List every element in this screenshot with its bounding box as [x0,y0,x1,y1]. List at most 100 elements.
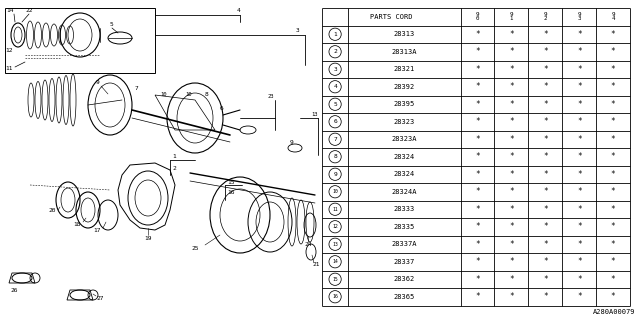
Text: 16: 16 [332,294,338,299]
Text: 21: 21 [312,262,319,268]
Text: *: * [611,65,616,74]
Text: 15: 15 [227,180,234,186]
Text: *: * [476,205,480,214]
Text: *: * [509,135,514,144]
Text: 4: 4 [237,9,241,13]
Text: *: * [543,292,548,301]
Text: *: * [577,30,582,39]
Text: *: * [476,292,480,301]
Text: 7: 7 [333,137,337,142]
Text: *: * [476,152,480,161]
Text: 5: 5 [110,22,114,28]
Text: *: * [509,205,514,214]
Text: 8: 8 [205,92,209,98]
Text: 1: 1 [333,32,337,37]
Text: *: * [577,240,582,249]
Text: *: * [509,30,514,39]
Text: 28323: 28323 [394,119,415,125]
Text: *: * [611,100,616,109]
Text: 28321: 28321 [394,66,415,72]
Text: 22: 22 [25,9,33,13]
Text: *: * [509,187,514,196]
Text: 9
3: 9 3 [577,12,581,21]
Text: 3: 3 [333,67,337,72]
Text: *: * [509,292,514,301]
Text: 13: 13 [311,113,317,117]
Text: 28323A: 28323A [392,136,417,142]
Text: 15: 15 [332,277,338,282]
Text: 23: 23 [268,94,275,100]
Text: PARTS CORD: PARTS CORD [370,14,413,20]
Text: 3: 3 [296,28,300,34]
Text: 13: 13 [332,242,338,247]
Text: 14: 14 [332,259,338,264]
Text: 28337: 28337 [394,259,415,265]
Text: *: * [577,65,582,74]
Text: 28335: 28335 [394,224,415,230]
Text: 28324A: 28324A [392,189,417,195]
Text: *: * [476,47,480,56]
Text: 28313: 28313 [394,31,415,37]
Text: *: * [509,222,514,231]
Text: *: * [611,275,616,284]
Text: *: * [476,135,480,144]
Text: 5: 5 [333,102,337,107]
Text: 4: 4 [333,84,337,89]
Text: *: * [611,187,616,196]
Text: *: * [509,65,514,74]
Text: *: * [476,170,480,179]
Text: *: * [543,30,548,39]
Text: 9
0: 9 0 [476,12,479,21]
Text: *: * [577,257,582,266]
Text: *: * [577,187,582,196]
Text: *: * [543,65,548,74]
Text: 19: 19 [144,236,152,241]
Text: 9
4: 9 4 [611,12,615,21]
Text: *: * [509,117,514,126]
Text: 12: 12 [5,47,13,52]
Text: 20: 20 [48,207,56,212]
Text: *: * [476,240,480,249]
Text: *: * [543,170,548,179]
Text: 28324: 28324 [394,154,415,160]
Text: *: * [611,240,616,249]
Text: 28392: 28392 [394,84,415,90]
Text: 28324: 28324 [394,171,415,177]
Text: *: * [543,117,548,126]
Text: 12: 12 [332,224,338,229]
Text: *: * [611,152,616,161]
Text: *: * [476,82,480,91]
Text: 17: 17 [93,228,100,233]
Text: 11: 11 [5,66,13,70]
Text: *: * [611,135,616,144]
Text: 8: 8 [333,154,337,159]
Text: *: * [509,47,514,56]
Text: *: * [611,117,616,126]
Text: 9: 9 [290,140,294,146]
Text: *: * [543,135,548,144]
Text: *: * [611,82,616,91]
Text: *: * [476,275,480,284]
Text: *: * [476,187,480,196]
Text: A280A00079: A280A00079 [593,309,635,315]
Text: *: * [476,100,480,109]
Text: 9
2: 9 2 [543,12,547,21]
Text: 10: 10 [185,92,191,98]
Text: *: * [543,100,548,109]
Text: 28365: 28365 [394,294,415,300]
Text: *: * [611,47,616,56]
Text: *: * [543,47,548,56]
Text: *: * [509,275,514,284]
Text: 26: 26 [10,287,17,292]
Text: *: * [543,82,548,91]
Text: *: * [577,152,582,161]
Text: *: * [476,65,480,74]
Text: *: * [611,257,616,266]
Text: 9
1: 9 1 [509,12,513,21]
Text: 9: 9 [96,79,100,84]
Text: *: * [509,170,514,179]
Text: 6: 6 [220,106,224,110]
Text: *: * [476,222,480,231]
Text: *: * [577,205,582,214]
Text: 10: 10 [160,92,166,98]
